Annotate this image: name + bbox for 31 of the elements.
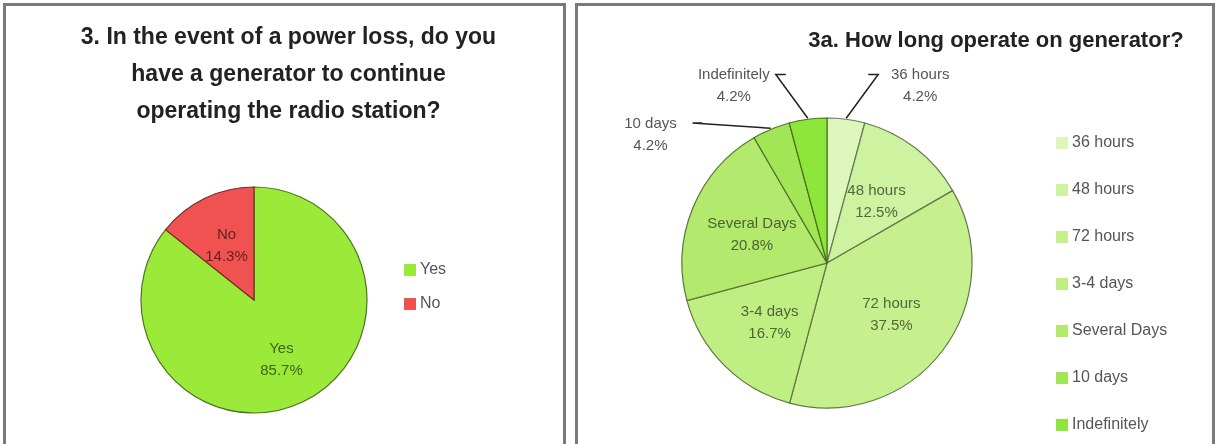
data-label: 37.5% (870, 316, 913, 334)
data-label: 85.7% (260, 361, 303, 378)
slice-label: No (216, 225, 237, 242)
slice-label: 36 hours (891, 65, 950, 83)
slice-label: Yes (269, 339, 294, 356)
data-label: 12.5% (855, 202, 898, 220)
data-label: 4.2% (633, 135, 668, 153)
legend-label: 72 hours (1072, 227, 1135, 244)
legend-label: 3-4 days (1072, 274, 1134, 291)
slice-label: 3-4 days (740, 302, 799, 320)
legend-label: Several Days (1072, 321, 1168, 338)
data-label: 14.3% (205, 247, 248, 264)
slice-label: Indefinitely (697, 65, 771, 83)
legend-label: 36 hours (1072, 133, 1135, 150)
slice-label: 72 hours (862, 294, 921, 312)
legend-label: 10 days (1072, 368, 1129, 385)
slice-label: Several Days (707, 214, 797, 232)
chart-title: 3. In the event of a power loss, do you have a generator to continue operating the radio station? (79, 22, 498, 125)
data-label: 16.7% (748, 324, 791, 342)
slice-label: 48 hours (847, 180, 906, 198)
data-label: 20.8% (730, 236, 774, 254)
data-label: 4.2% (903, 87, 938, 105)
legend-label: 48 hours (1072, 180, 1135, 197)
legend-label: Indefinitely (1072, 415, 1149, 432)
legend-label: Yes (420, 260, 447, 277)
pie-slice (140, 186, 368, 414)
slice-label: 10 days (624, 113, 677, 131)
chart-title: 3a. How long operate on generator? (807, 26, 1185, 54)
legend-label: No (420, 294, 441, 311)
data-label: 4.2% (716, 87, 751, 105)
pie-slice (164, 186, 255, 301)
